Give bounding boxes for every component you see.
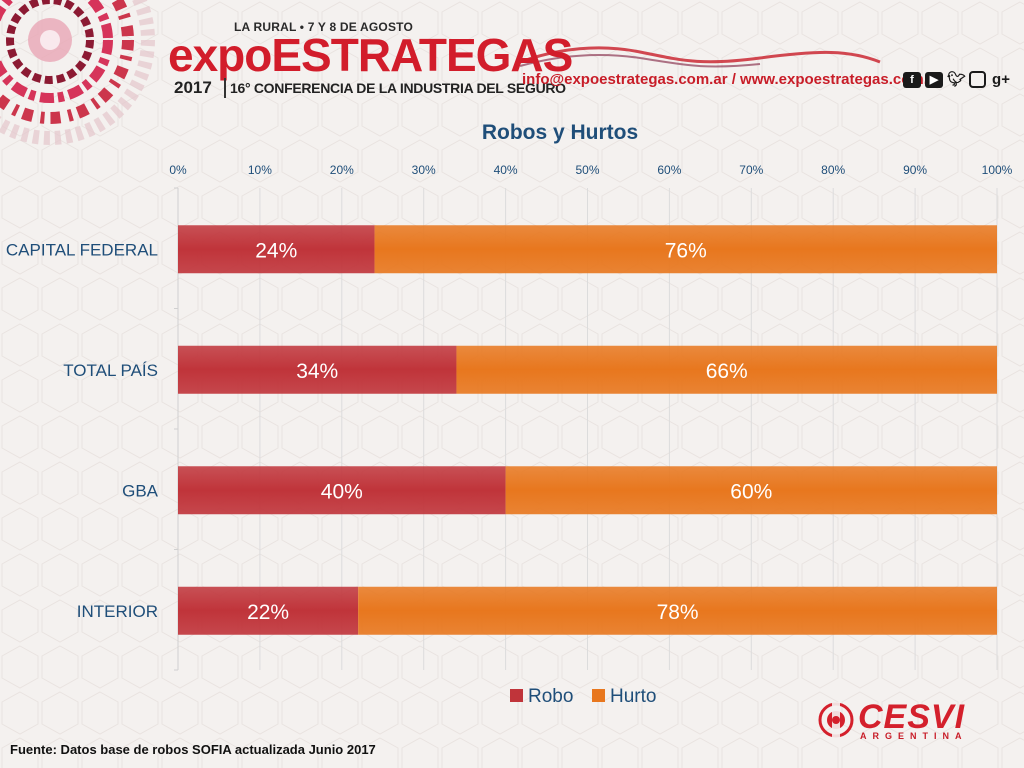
contact-info[interactable]: info@expoestrategas.com.ar / www.expoest… (522, 71, 943, 88)
social-icons: f ▶ 🐦︎ g+ (903, 71, 1012, 88)
data-label: 60% (730, 480, 772, 503)
x-tick-label: 70% (739, 163, 763, 177)
header: LA RURAL • 7 Y 8 DE AGOSTO expoESTRATEGA… (0, 0, 1024, 110)
cesvi-emblem-icon (818, 702, 854, 738)
x-tick-label: 90% (903, 163, 927, 177)
x-tick-label: 40% (494, 163, 518, 177)
expoestrategas-logo: LA RURAL • 7 Y 8 DE AGOSTO expoESTRATEGA… (168, 20, 573, 100)
bar-robo (178, 466, 506, 515)
cesvi-wordmark: CESVI (858, 698, 966, 736)
category-label: GBA (122, 481, 159, 500)
legend-swatch-robo (510, 689, 523, 702)
bar-robo (178, 225, 375, 274)
stacked-bar-chart: Robos y Hurtos 0% 10% 20% 30% 40% 50% 60% 70% 80… (6, 121, 1013, 707)
data-label: 34% (296, 360, 338, 383)
bar-robo (178, 345, 457, 394)
chart-title: Robos y Hurtos (482, 121, 638, 144)
legend: Robo Hurto (510, 686, 656, 707)
data-label: 76% (665, 239, 707, 262)
x-tick-label: 30% (412, 163, 436, 177)
event-year: 2017 (174, 78, 212, 97)
category-label: INTERIOR (77, 602, 158, 621)
source-note: Fuente: Datos base de robos SOFIA actual… (10, 742, 376, 757)
category-label: TOTAL PAÍS (63, 361, 158, 380)
instagram-icon[interactable] (969, 71, 986, 88)
logo-separator (224, 78, 226, 98)
x-tick-label: 10% (248, 163, 272, 177)
x-tick-label: 20% (330, 163, 354, 177)
bars: 24% 76% 34% 66% 40% 60% 22% 78% (178, 225, 998, 635)
cesvi-logo: CESVI ARGENTINA (818, 698, 978, 746)
event-subtitle: 16° CONFERENCIA DE LA INDUSTRIA DEL SEGU… (230, 80, 566, 96)
x-tick-label: 100% (982, 163, 1013, 177)
google-plus-icon[interactable]: g+ (992, 70, 1010, 88)
twitter-icon[interactable]: 🐦︎ (947, 70, 967, 88)
x-tick-label: 80% (821, 163, 845, 177)
legend-label-robo: Robo (528, 686, 573, 707)
cesvi-country: ARGENTINA (860, 731, 968, 741)
category-label: CAPITAL FEDERAL (6, 240, 158, 259)
youtube-icon[interactable]: ▶ (925, 71, 943, 88)
x-axis-ticks: 0% 10% 20% 30% 40% 50% 60% 70% 80% 90% 100% (169, 163, 1012, 177)
facebook-icon[interactable]: f (903, 71, 921, 88)
data-label: 40% (321, 480, 363, 503)
bar-robo (178, 586, 359, 635)
legend-swatch-hurto (592, 689, 605, 702)
brand-name: expoESTRATEGAS (168, 29, 573, 81)
category-labels: CAPITAL FEDERAL TOTAL PAÍS GBA INTERIOR (6, 240, 159, 621)
data-label: 78% (657, 601, 699, 624)
bar-hurto (374, 225, 997, 274)
data-label: 66% (706, 360, 748, 383)
bar-hurto (505, 466, 997, 515)
legend-label-hurto: Hurto (610, 686, 656, 707)
x-tick-label: 50% (575, 163, 599, 177)
bar-hurto (358, 586, 997, 635)
bar-hurto (456, 345, 998, 394)
data-label: 22% (247, 601, 289, 624)
x-tick-label: 60% (657, 163, 681, 177)
data-label: 24% (255, 239, 297, 262)
event-line: LA RURAL • 7 Y 8 DE AGOSTO (234, 20, 413, 34)
x-tick-label: 0% (169, 163, 187, 177)
